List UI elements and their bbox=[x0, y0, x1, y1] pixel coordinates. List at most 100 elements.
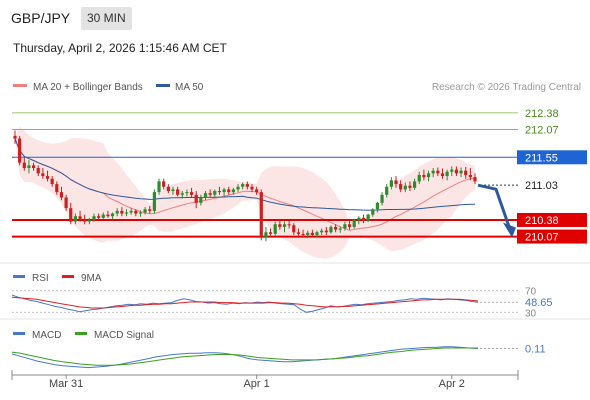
candle-body bbox=[287, 224, 291, 226]
candle-body bbox=[273, 224, 277, 234]
candle-body bbox=[97, 216, 101, 218]
candle-body bbox=[64, 197, 68, 209]
candle-body bbox=[459, 170, 463, 174]
candle-body bbox=[78, 216, 82, 219]
candle-body bbox=[120, 210, 124, 214]
legend-label-rsi: RSI bbox=[32, 273, 49, 284]
candle-body bbox=[143, 209, 147, 213]
candle-body bbox=[380, 194, 384, 203]
legend-swatch-rsi bbox=[13, 275, 25, 278]
candle-body bbox=[106, 214, 110, 217]
ma50-line bbox=[14, 138, 475, 211]
candle-body bbox=[389, 180, 393, 187]
candle-body bbox=[403, 185, 407, 190]
candle-body bbox=[134, 210, 138, 214]
projection-arrowhead bbox=[503, 222, 516, 238]
candle-body bbox=[236, 186, 240, 190]
candle-body bbox=[152, 192, 156, 211]
candle-body bbox=[268, 232, 273, 234]
candle-body bbox=[334, 226, 338, 230]
candle-body bbox=[255, 189, 259, 193]
legend-swatch-macd-signal bbox=[75, 332, 87, 335]
legend-label-ma20: MA 20 + Bollinger Bands bbox=[33, 82, 143, 93]
candle-body bbox=[431, 170, 435, 174]
candle-body bbox=[217, 191, 222, 193]
candle-body bbox=[129, 210, 133, 213]
candle-body bbox=[185, 192, 189, 194]
candle-body bbox=[352, 219, 356, 227]
level-label-5: 210.07 bbox=[525, 232, 559, 244]
candle-body bbox=[320, 230, 324, 233]
candle-body bbox=[110, 213, 115, 217]
price-chart: MA 20 + Bollinger Bands MA 50 Research © 2… bbox=[12, 82, 587, 259]
candle-body bbox=[394, 180, 398, 185]
candle-body bbox=[436, 170, 440, 174]
candle-body bbox=[366, 214, 370, 222]
candle-body bbox=[241, 184, 245, 187]
candle-body bbox=[27, 165, 31, 169]
legend-swatch-ma50 bbox=[156, 84, 170, 87]
candle-body bbox=[468, 174, 472, 178]
candle-body bbox=[445, 171, 449, 177]
candle-body bbox=[13, 135, 17, 139]
candle-body bbox=[87, 219, 91, 222]
candle-body bbox=[189, 192, 194, 195]
candle-body bbox=[399, 184, 403, 190]
legend-swatch-ma20 bbox=[13, 84, 27, 87]
rsi-value-label: 48.65 bbox=[525, 297, 553, 309]
candle-body bbox=[176, 189, 180, 195]
candle-body bbox=[347, 224, 352, 227]
candle-body bbox=[166, 186, 170, 192]
rsi-ref-label-1: 30 bbox=[525, 308, 537, 319]
candle-body bbox=[385, 186, 389, 195]
candle-body bbox=[124, 212, 129, 214]
candle-body bbox=[157, 181, 161, 193]
legend-swatch-rsi-ma bbox=[62, 275, 74, 278]
candle-body bbox=[55, 184, 59, 193]
macd-panel: MACD MACD Signal 0.11 bbox=[11, 330, 546, 369]
candle-body bbox=[361, 217, 366, 222]
level-label-bg-5 bbox=[517, 229, 587, 244]
chart-credit: Research © 2026 Trading Central bbox=[432, 82, 581, 93]
candle-body bbox=[371, 209, 375, 215]
candle-body bbox=[45, 176, 50, 179]
rsi-line bbox=[11, 294, 479, 313]
candle-body bbox=[296, 232, 301, 234]
candle-body bbox=[18, 138, 22, 163]
candle-body bbox=[264, 232, 268, 238]
legend-label-macd: MACD bbox=[32, 330, 61, 341]
candle-body bbox=[450, 169, 454, 172]
bollinger-band-area bbox=[15, 126, 475, 259]
candle-body bbox=[282, 224, 287, 227]
x-axis: Mar 31 Apr 1 Apr 2 bbox=[11, 370, 519, 390]
candle-body bbox=[138, 212, 143, 214]
candle-body bbox=[162, 181, 166, 187]
candle-body bbox=[454, 169, 459, 174]
candle-body bbox=[278, 224, 282, 227]
macd-line bbox=[11, 346, 479, 369]
candle-body bbox=[464, 170, 468, 175]
level-label-3: 211.03 bbox=[525, 180, 558, 192]
timeframe-badge[interactable]: 30 MIN bbox=[81, 7, 132, 30]
candle-body bbox=[59, 192, 64, 198]
candle-body bbox=[203, 193, 208, 198]
candle-body bbox=[422, 174, 426, 178]
candle-body bbox=[306, 232, 310, 235]
candle-body bbox=[36, 168, 40, 174]
candle-body bbox=[115, 210, 119, 214]
candle-body bbox=[375, 202, 380, 210]
candle-body bbox=[473, 177, 477, 182]
legend-label-ma50: MA 50 bbox=[175, 82, 204, 93]
x-tick-label-2: Apr 2 bbox=[439, 378, 465, 390]
candle-body bbox=[208, 193, 212, 195]
level-label-2: 211.55 bbox=[525, 152, 558, 164]
level-label-4: 210.38 bbox=[525, 215, 559, 227]
candle-body bbox=[329, 226, 333, 233]
candle-body bbox=[222, 189, 226, 193]
rsi-ma-line bbox=[11, 296, 479, 309]
candle-body bbox=[343, 224, 347, 229]
candle-body bbox=[227, 189, 231, 193]
x-tick-label-1: Apr 1 bbox=[243, 378, 269, 390]
level-label-bg-2 bbox=[517, 150, 587, 165]
candle-body bbox=[41, 173, 45, 177]
